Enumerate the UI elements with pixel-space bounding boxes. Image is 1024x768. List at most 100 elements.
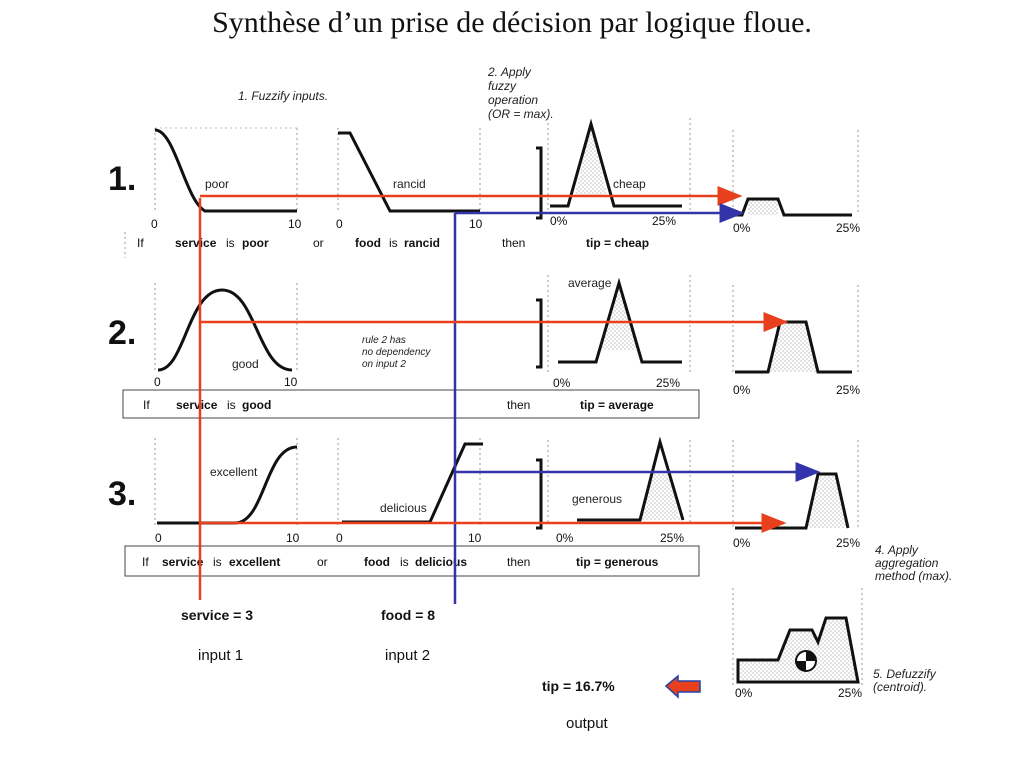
output-value: tip = 16.7% — [542, 678, 615, 694]
food-value: food = 8 — [381, 607, 435, 623]
mf-label-generous: generous — [572, 492, 622, 506]
rule-number-1: 1. — [108, 160, 136, 198]
axis-tick: 10 — [468, 531, 482, 545]
step2-label-4: (OR = max). — [488, 107, 554, 121]
axis-tick: 10 — [288, 217, 302, 231]
mf-plot-tip-cheap: cheap 0% 25% — [536, 118, 691, 228]
mf-label-average: average — [568, 276, 612, 290]
step5-line: 5. Defuzzify — [873, 667, 937, 681]
axis-tick: 0% — [733, 536, 751, 550]
rule-variable: food — [355, 236, 381, 250]
slide-title: Synthèse d’un prise de décision par logi… — [212, 6, 812, 39]
centroid-marker-icon — [795, 650, 817, 672]
rule-word: or — [317, 555, 328, 569]
rule-word: then — [507, 398, 530, 412]
step1-label: 1. Fuzzify inputs. — [238, 89, 328, 103]
input2-label: input 2 — [385, 647, 430, 664]
rule-number-2: 2. — [108, 314, 136, 352]
rule-1-statement: If service is poor or food is rancid the… — [124, 232, 649, 258]
mf-label-cheap: cheap — [613, 177, 646, 191]
rule-term: good — [242, 398, 271, 412]
axis-tick: 0% — [550, 214, 568, 228]
axis-tick: 0 — [336, 217, 343, 231]
note-line: on input 2 — [362, 359, 406, 370]
step4-line: 4. Apply — [875, 543, 919, 557]
axis-tick: 0% — [733, 221, 751, 235]
rule-output: tip = average — [580, 398, 654, 412]
axis-tick: 0% — [735, 686, 753, 700]
mf-plot-food-rancid: rancid 0 10 — [336, 128, 483, 231]
rule-term: excellent — [229, 555, 280, 569]
axis-tick: 10 — [284, 375, 298, 389]
mf-label-good: good — [232, 357, 259, 371]
rule-3-statement: If service is excellent or food is delic… — [124, 545, 700, 577]
axis-tick: 0 — [336, 531, 343, 545]
axis-tick: 25% — [836, 536, 860, 550]
rule-word: is — [389, 236, 398, 250]
input1-label: input 1 — [198, 647, 243, 664]
step4-label: 4. Apply aggregation method (max). — [875, 543, 952, 583]
rule-variable: service — [162, 555, 204, 569]
axis-tick: 0 — [155, 531, 162, 545]
axis-tick: 10 — [469, 217, 483, 231]
axis-tick: 25% — [836, 221, 860, 235]
output-arrow-icon — [664, 674, 701, 699]
service-value: service = 3 — [181, 607, 253, 623]
axis-tick: 0% — [556, 531, 574, 545]
mf-plot-food-delicious: delicious 0 10 — [336, 438, 483, 545]
rule-word: is — [400, 555, 409, 569]
step2-label-3: operation — [488, 93, 538, 107]
result-plot-3: 0% 25% — [732, 440, 860, 550]
aggregated-output-plot: 0% 25% — [732, 588, 863, 700]
rule-term: rancid — [404, 236, 440, 250]
mf-label-poor: poor — [205, 177, 229, 191]
mf-plot-service-poor: poor 0 10 — [151, 127, 302, 231]
rule-word: is — [226, 236, 235, 250]
axis-tick: 0% — [553, 376, 571, 390]
rule-word: then — [507, 555, 530, 569]
axis-tick: 25% — [838, 686, 862, 700]
rule-word: is — [213, 555, 222, 569]
step2-label-2: fuzzy — [488, 79, 517, 93]
rule-number-3: 3. — [108, 475, 136, 513]
rule-output: tip = generous — [576, 555, 659, 569]
mf-plot-tip-generous: generous 0% 25% — [536, 436, 691, 545]
mf-label-excellent: excellent — [210, 465, 258, 479]
rule-word: If — [143, 398, 150, 412]
rule-word: If — [142, 555, 149, 569]
axis-tick: 25% — [656, 376, 680, 390]
step5-label: 5. Defuzzify (centroid). — [873, 667, 937, 694]
result-plot-2: 0% 25% — [732, 285, 860, 397]
rule-term: delicious — [415, 555, 467, 569]
rule-2-statement: If service is good then tip = average — [122, 389, 700, 419]
axis-tick: 0 — [154, 375, 161, 389]
rule-word: is — [227, 398, 236, 412]
axis-tick: 25% — [836, 383, 860, 397]
output-label: output — [566, 715, 609, 732]
mf-plot-service-excellent: excellent 0 10 — [154, 438, 300, 545]
step4-line: aggregation — [875, 556, 939, 570]
step4-line: method (max). — [875, 569, 952, 583]
mf-label-rancid: rancid — [393, 177, 426, 191]
mf-plot-tip-average: average 0% 25% — [536, 275, 691, 390]
note-line: no dependency — [362, 347, 431, 358]
axis-tick: 0% — [733, 383, 751, 397]
rule2-note: rule 2 has no dependency on input 2 — [362, 335, 431, 370]
axis-tick: 25% — [660, 531, 684, 545]
step2-label-1: 2. Apply — [487, 65, 532, 79]
mf-label-delicious: delicious — [380, 501, 427, 515]
rule-term: poor — [242, 236, 269, 250]
rule-word: or — [313, 236, 324, 250]
rule-word: then — [502, 236, 525, 250]
note-line: rule 2 has — [362, 335, 406, 346]
result-plot-1: 0% 25% — [732, 130, 860, 235]
axis-tick: 0 — [151, 217, 158, 231]
rule-word: If — [137, 236, 144, 250]
rule-variable: service — [175, 236, 217, 250]
rule-output: tip = cheap — [586, 236, 649, 250]
axis-tick: 10 — [286, 531, 300, 545]
axis-tick: 25% — [652, 214, 676, 228]
rule-variable: service — [176, 398, 218, 412]
step5-line: (centroid). — [873, 680, 927, 694]
